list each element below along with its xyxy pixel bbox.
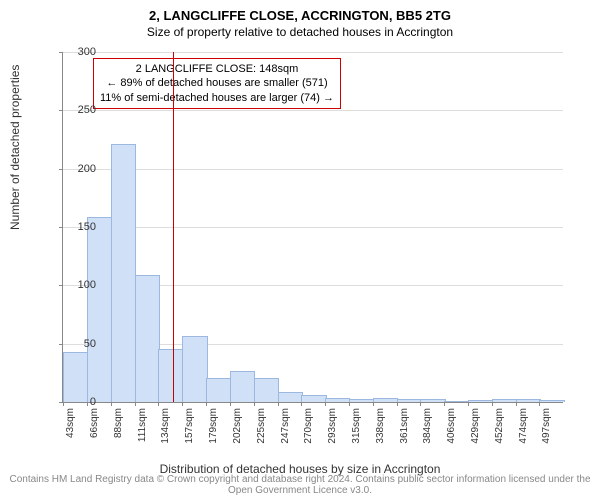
gridline: [63, 110, 563, 111]
ytick-label: 100: [66, 279, 96, 291]
xtick-label: 179sqm: [208, 408, 219, 444]
histogram-bar: [397, 399, 422, 402]
xtick-mark: [539, 402, 540, 406]
xtick-label: 361sqm: [399, 408, 410, 444]
histogram-bar: [230, 371, 255, 402]
histogram-bar: [111, 144, 136, 402]
xtick-label: 384sqm: [422, 408, 433, 444]
annotation-line-2: ← 89% of detached houses are smaller (57…: [100, 76, 334, 90]
histogram-bar: [420, 399, 445, 402]
histogram-bar: [278, 392, 303, 402]
xtick-mark: [63, 402, 64, 406]
histogram-bar: [516, 399, 541, 402]
xtick-mark: [397, 402, 398, 406]
gridline: [63, 169, 563, 170]
xtick-label: 270sqm: [303, 408, 314, 444]
xtick-mark: [135, 402, 136, 406]
reference-line: [173, 52, 174, 402]
annotation-line-3: 11% of semi-detached houses are larger (…: [100, 91, 334, 105]
ytick-mark: [59, 169, 63, 170]
xtick-mark: [182, 402, 183, 406]
xtick-mark: [349, 402, 350, 406]
xtick-mark: [111, 402, 112, 406]
histogram-bar: [492, 399, 517, 402]
histogram-bar: [63, 352, 88, 402]
plot-area: 2 LANGCLIFFE CLOSE: 148sqm ← 89% of deta…: [62, 52, 563, 403]
xtick-mark: [230, 402, 231, 406]
ytick-label: 300: [66, 46, 96, 58]
ytick-mark: [59, 52, 63, 53]
xtick-label: 134sqm: [160, 408, 171, 444]
xtick-mark: [492, 402, 493, 406]
ytick-label: 250: [66, 104, 96, 116]
histogram-bar: [468, 400, 493, 402]
xtick-label: 66sqm: [89, 408, 100, 438]
xtick-mark: [444, 402, 445, 406]
xtick-label: 157sqm: [184, 408, 195, 444]
xtick-label: 247sqm: [280, 408, 291, 444]
xtick-label: 88sqm: [113, 408, 124, 438]
xtick-mark: [206, 402, 207, 406]
y-axis-label: Number of detached properties: [8, 65, 22, 230]
ytick-mark: [59, 344, 63, 345]
xtick-label: 202sqm: [232, 408, 243, 444]
histogram-bar: [444, 401, 469, 402]
xtick-mark: [158, 402, 159, 406]
ytick-label: 150: [66, 221, 96, 233]
title-sub: Size of property relative to detached ho…: [0, 23, 600, 39]
annotation-box: 2 LANGCLIFFE CLOSE: 148sqm ← 89% of deta…: [93, 58, 341, 109]
xtick-mark: [468, 402, 469, 406]
ytick-mark: [59, 227, 63, 228]
xtick-label: 43sqm: [65, 408, 76, 438]
chart-container: 2, LANGCLIFFE CLOSE, ACCRINGTON, BB5 2TG…: [0, 0, 600, 500]
xtick-label: 474sqm: [518, 408, 529, 444]
xtick-label: 429sqm: [470, 408, 481, 444]
title-main: 2, LANGCLIFFE CLOSE, ACCRINGTON, BB5 2TG: [0, 0, 600, 23]
xtick-mark: [325, 402, 326, 406]
histogram-bar: [301, 395, 326, 402]
annotation-line-1: 2 LANGCLIFFE CLOSE: 148sqm: [100, 62, 334, 76]
histogram-bar: [182, 336, 207, 402]
histogram-bar: [87, 217, 112, 402]
xtick-label: 497sqm: [541, 408, 552, 444]
xtick-label: 225sqm: [256, 408, 267, 444]
histogram-bar: [373, 398, 398, 403]
xtick-mark: [278, 402, 279, 406]
gridline: [63, 227, 563, 228]
xtick-label: 406sqm: [446, 408, 457, 444]
histogram-bar: [135, 275, 160, 402]
xtick-mark: [254, 402, 255, 406]
xtick-mark: [373, 402, 374, 406]
histogram-bar: [254, 378, 279, 402]
xtick-mark: [420, 402, 421, 406]
gridline: [63, 52, 563, 53]
histogram-bar: [325, 398, 350, 403]
histogram-bar: [158, 349, 183, 403]
footer-text: Contains HM Land Registry data © Crown c…: [0, 474, 600, 496]
histogram-bar: [206, 378, 231, 402]
xtick-mark: [516, 402, 517, 406]
ytick-label: 200: [66, 163, 96, 175]
xtick-mark: [301, 402, 302, 406]
xtick-label: 338sqm: [375, 408, 386, 444]
histogram-bar: [349, 399, 374, 402]
xtick-label: 315sqm: [351, 408, 362, 444]
xtick-label: 111sqm: [137, 408, 148, 442]
ytick-mark: [59, 285, 63, 286]
ytick-mark: [59, 110, 63, 111]
histogram-bar: [539, 400, 564, 402]
ytick-label: 50: [66, 338, 96, 350]
xtick-label: 452sqm: [494, 408, 505, 444]
xtick-label: 293sqm: [327, 408, 338, 444]
ytick-label: 0: [66, 396, 96, 408]
